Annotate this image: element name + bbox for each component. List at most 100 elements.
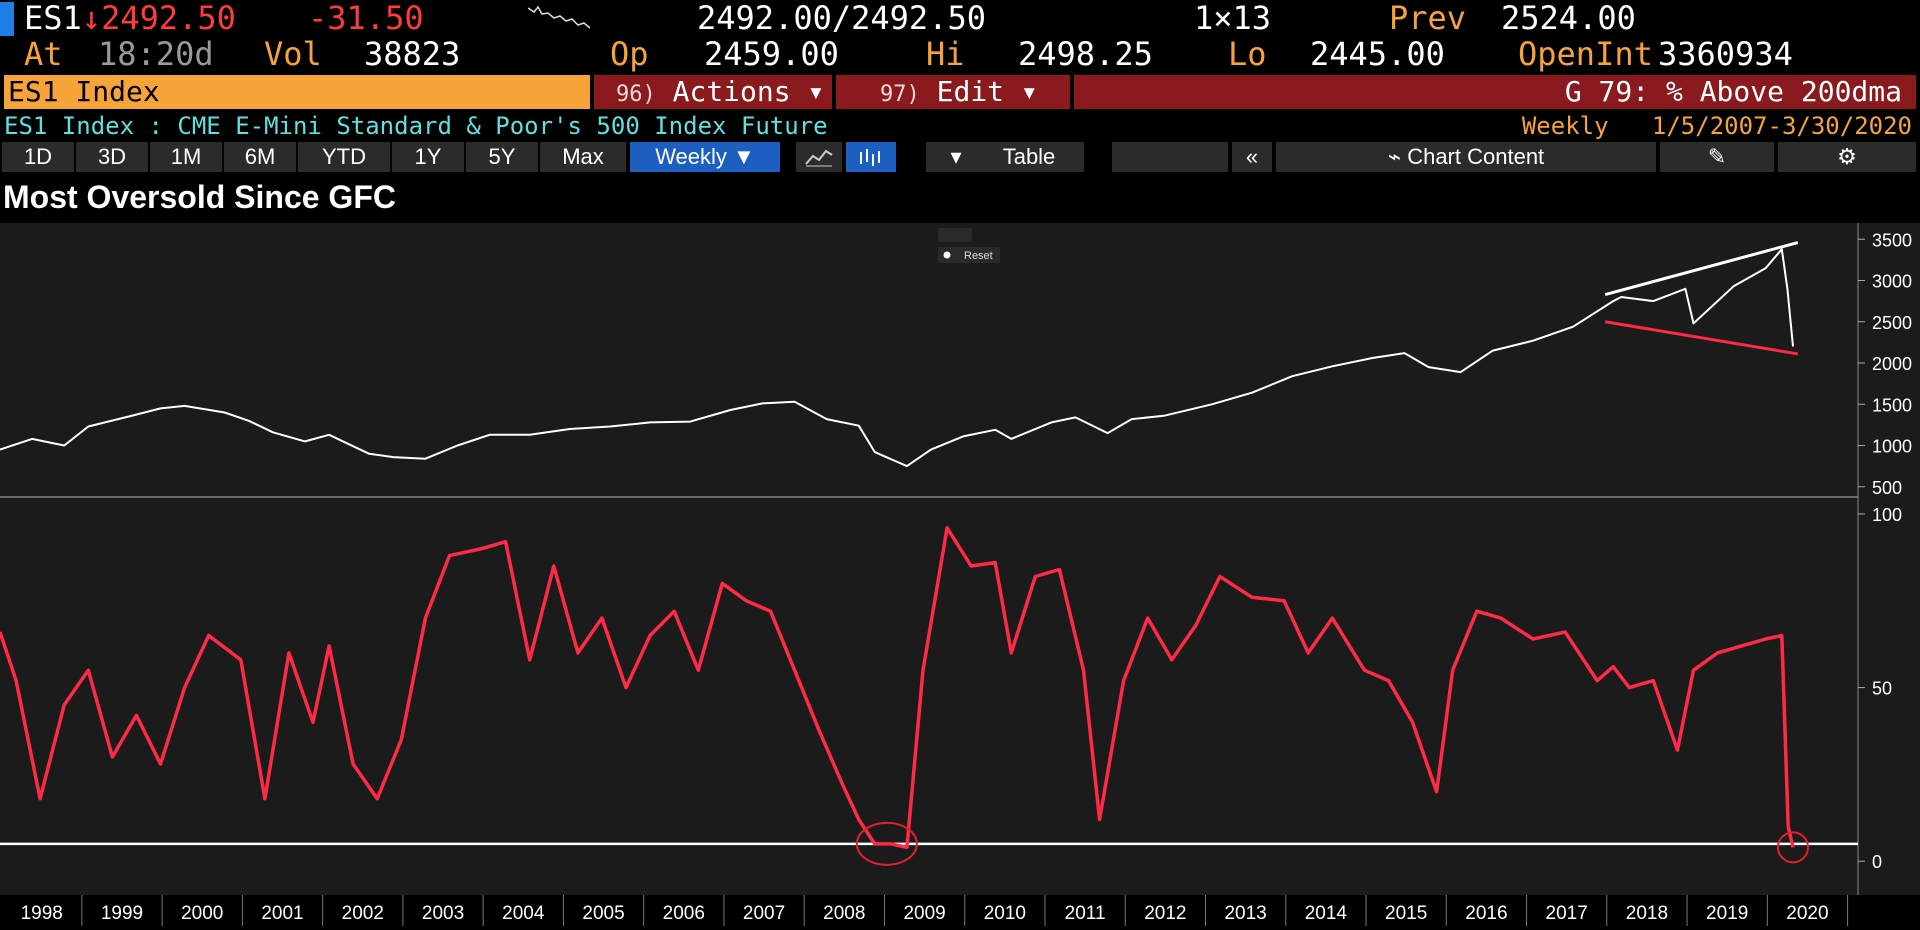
price-tick-label: 3500 (1872, 230, 1912, 250)
trendline-lower (1604, 320, 1799, 356)
period-5y-button[interactable]: 5Y (466, 142, 538, 172)
security-field[interactable]: ES1 Index (4, 75, 590, 109)
period-6m-button[interactable]: 6M (224, 142, 296, 172)
open-label: Op (610, 35, 649, 73)
year-label: 2005 (582, 903, 624, 924)
period-3d-button[interactable]: 3D (76, 142, 148, 172)
chart-area: 500 1000 1500 2000 2500 3000 3500 0 50 100 1998 1… (0, 223, 1920, 926)
grid-layer (0, 223, 1920, 926)
high-price: 2498.25 (1018, 35, 1153, 73)
ticker[interactable]: ES1 (24, 0, 82, 37)
year-label: 1999 (101, 903, 143, 924)
quote-time: 18:20d (98, 35, 214, 73)
edit-number: 97) (880, 82, 920, 107)
year-label: 2014 (1305, 903, 1348, 924)
bid-ask: 2492.00/2492.50 (697, 0, 986, 37)
x-axis-strip (0, 895, 1920, 926)
menu-bar: ES1 Index 96) Actions ▾ 97) Edit ▾ G 79:… (0, 75, 1920, 111)
chart-toolbar: 1D 3D 1M 6M YTD 1Y 5Y Max Weekly ▼ ▾ Tab… (0, 141, 1920, 173)
year-label: 2000 (181, 903, 223, 924)
year-label: 2019 (1706, 903, 1748, 924)
period-1m-button[interactable]: 1M (150, 142, 222, 172)
price-tick-label: 2500 (1872, 313, 1912, 333)
period-max-button[interactable]: Max (540, 142, 626, 172)
low-price: 2445.00 (1310, 35, 1445, 73)
function-title: G 79: % Above 200dma (1074, 75, 1916, 109)
table-button[interactable]: Table (974, 142, 1084, 172)
last-price: 2492.50 (101, 0, 236, 37)
year-label: 2020 (1786, 903, 1828, 924)
chart-content-label: Chart Content (1407, 144, 1545, 169)
actions-number: 96) (616, 82, 656, 107)
year-label: 1998 (21, 903, 63, 924)
reset-button[interactable] (938, 247, 1000, 263)
chart-title: Most Oversold Since GFC (3, 179, 396, 215)
year-label: 2006 (663, 903, 705, 924)
gfc-low-marker (855, 821, 918, 866)
year-label: 2007 (743, 903, 785, 924)
frequency-dropdown[interactable]: Weekly ▼ (630, 142, 780, 172)
security-marker (0, 2, 14, 36)
actions-menu[interactable]: 96) Actions ▾ (594, 75, 832, 109)
pct-above-200dma-line (0, 526, 1795, 850)
year-label: 2009 (903, 903, 945, 924)
current-low-marker (1776, 831, 1809, 864)
period-1d-button[interactable]: 1D (2, 142, 74, 172)
year-label: 2008 (823, 903, 865, 924)
indicator-tick-label: 100 (1872, 505, 1902, 525)
year-label: 2004 (502, 903, 545, 924)
price-tick-label: 500 (1872, 478, 1902, 498)
bid-ask-size: 1×13 (1194, 0, 1272, 37)
indicator-tick-label: 0 (1872, 852, 1882, 872)
edit-label: Edit ▾ (936, 75, 1038, 108)
net-change: -31.50 (308, 0, 424, 37)
chart-zoom-controls: Reset (938, 228, 1000, 263)
open-interest: 3360934 (1658, 35, 1793, 73)
price-tick-label: 2000 (1872, 354, 1912, 374)
line-chart-icon[interactable] (796, 142, 842, 172)
prev-close: 2524.00 (1501, 0, 1636, 37)
zoom-toggle[interactable] (938, 228, 972, 242)
indicator-panel: 0 50 100 (0, 505, 1902, 872)
actions-label: Actions ▾ (672, 75, 825, 108)
gear-icon[interactable]: ⚙ (1778, 142, 1916, 172)
down-arrow-icon: ↓ (81, 0, 102, 37)
period-label: Weekly (1521, 112, 1609, 140)
year-label: 2001 (261, 903, 303, 924)
edit-menu[interactable]: 97) Edit ▾ (836, 75, 1070, 109)
security-description: ES1 Index : CME E-Mini Standard & Poor's… (4, 112, 828, 140)
year-label: 2013 (1224, 903, 1266, 924)
low-label: Lo (1228, 35, 1267, 73)
reset-icon (943, 251, 951, 259)
toolbar-spacer (1112, 142, 1228, 172)
collapse-button[interactable]: « (1232, 142, 1272, 172)
openint-label: OpenInt (1518, 35, 1653, 73)
x-axis: 1998 1999 2000 2001 2002 2003 2004 2005 2006 2007… (21, 895, 1849, 926)
quote-header: ES1↓2492.50 -31.50 2492.00/2492.50 1×13 … (0, 0, 1920, 76)
year-label: 2012 (1144, 903, 1186, 924)
annotate-icon[interactable]: ✎ (1660, 142, 1774, 172)
price-tick-label: 3000 (1872, 272, 1912, 292)
volume-label: Vol (264, 35, 322, 73)
open-price: 2459.00 (704, 35, 839, 73)
chart-content-icon: ⌁ (1387, 144, 1402, 169)
price-panel: 500 1000 1500 2000 2500 3000 3500 (0, 230, 1912, 498)
chart-content-button[interactable]: ⌁ Chart Content (1276, 142, 1656, 172)
year-label: 2011 (1065, 903, 1106, 924)
price-tick-label: 1500 (1872, 395, 1912, 415)
bar-chart-icon[interactable] (846, 142, 896, 172)
period-1y-button[interactable]: 1Y (392, 142, 464, 172)
year-label: 2016 (1465, 903, 1507, 924)
year-label: 2018 (1626, 903, 1668, 924)
period-ytd-button[interactable]: YTD (298, 142, 390, 172)
indicator-tick-label: 50 (1872, 679, 1892, 699)
year-label: 2010 (984, 903, 1026, 924)
year-label: 2015 (1385, 903, 1427, 924)
date-range-display[interactable]: Weekly 1/5/2007-3/30/2020 (1522, 111, 1912, 141)
description-bar: ES1 Index : CME E-Mini Standard & Poor's… (0, 111, 1920, 141)
volume: 38823 (364, 35, 461, 73)
date-range: 1/5/2007-3/30/2020 (1651, 112, 1912, 140)
prev-label: Prev (1389, 0, 1467, 37)
quote-line-1: ES1↓2492.50 (24, 0, 236, 36)
